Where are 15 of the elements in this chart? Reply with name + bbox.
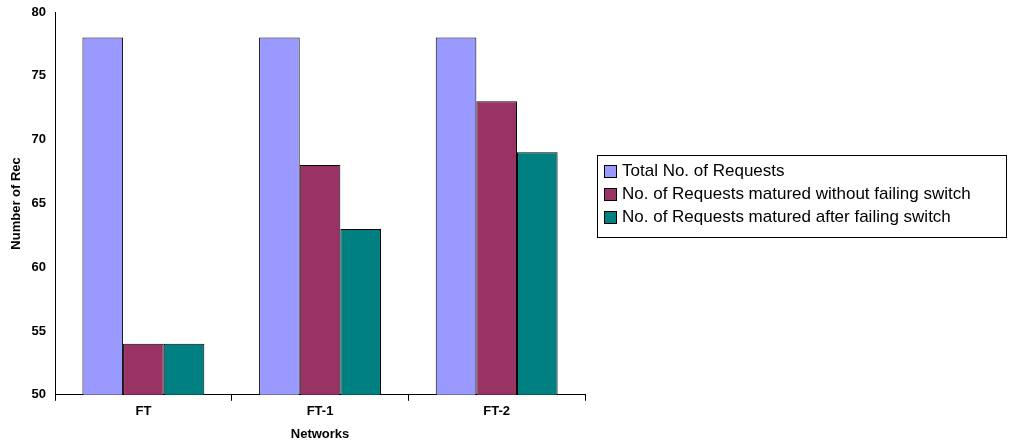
x-tick-label: FT-1	[306, 403, 334, 419]
x-axis-title: Networks	[290, 425, 350, 441]
y-tick-label: 50	[31, 386, 47, 402]
x-tick-label: FT	[135, 403, 152, 419]
y-tick-label: 55	[31, 322, 47, 338]
legend-label: No. of Requests matured without failing switch	[622, 184, 971, 203]
x-tick-label: FT-2	[483, 403, 511, 419]
legend-label: No. of Requests matured after failing switch	[622, 207, 951, 226]
y-axis-title: Number of Rec	[8, 157, 24, 250]
y-tick-label: 60	[31, 258, 47, 274]
y-tick-label: 80	[31, 3, 47, 19]
y-tick-label: 65	[31, 194, 47, 210]
legend-label: Total No. of Requests	[622, 161, 785, 180]
y-tick-label: 75	[31, 67, 47, 83]
y-tick-label: 70	[31, 131, 47, 147]
